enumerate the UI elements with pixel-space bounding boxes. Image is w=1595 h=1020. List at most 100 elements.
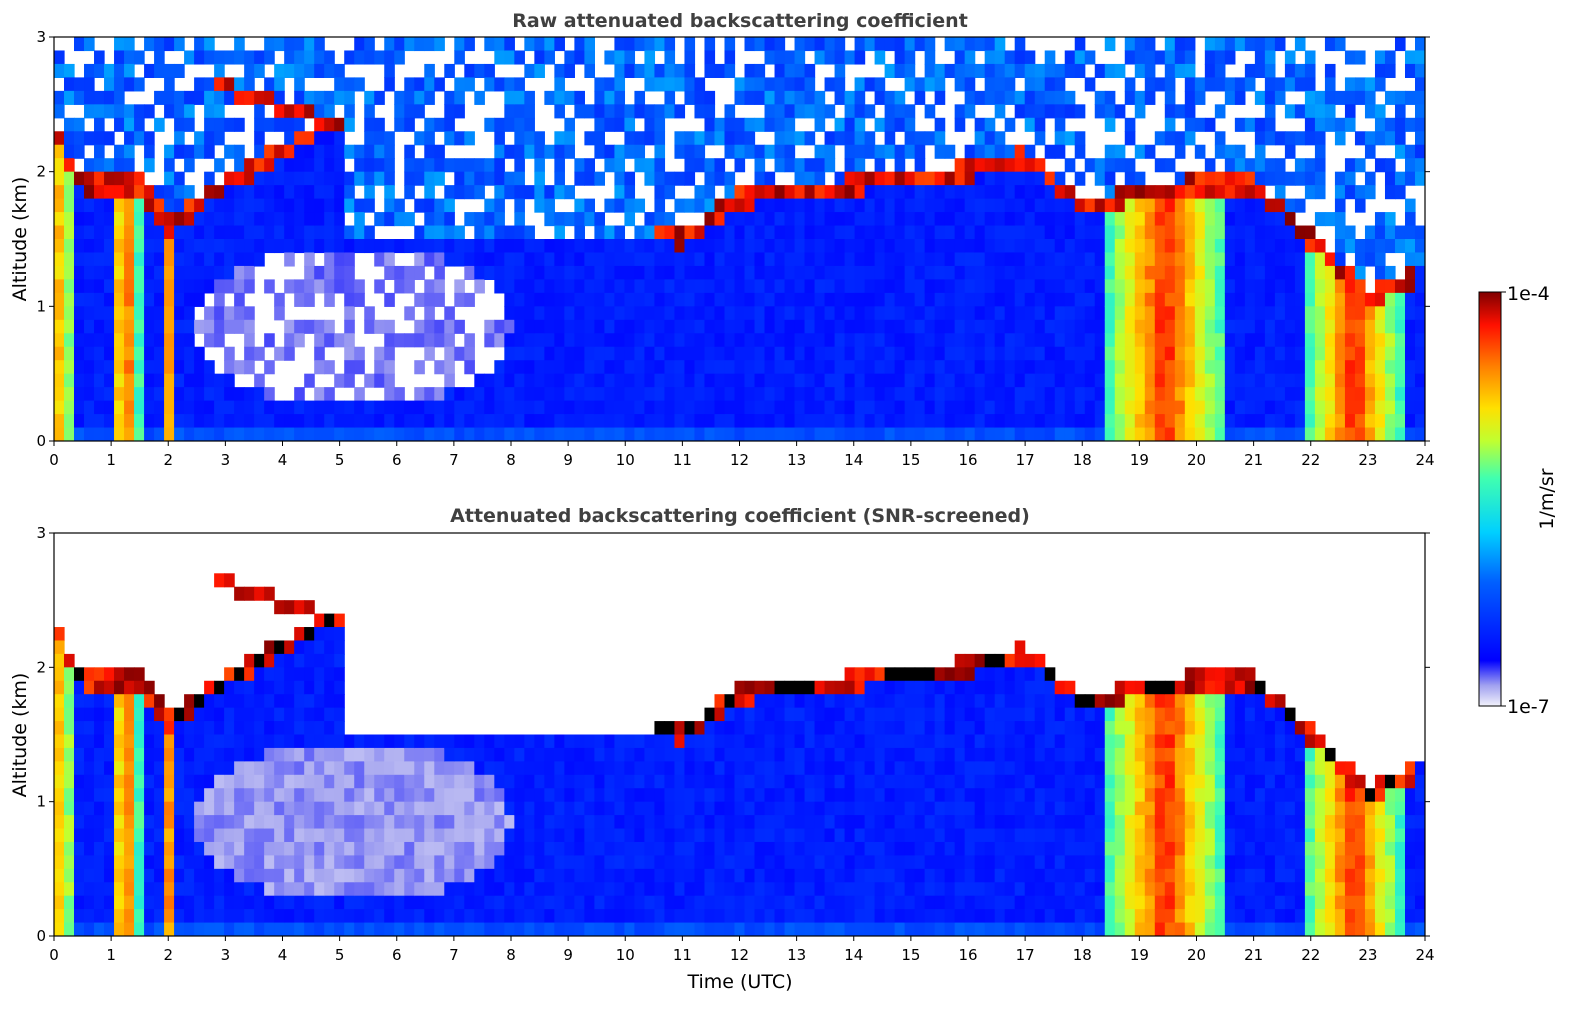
heatmap-cell (734, 158, 746, 173)
heatmap-cell (514, 788, 525, 803)
heatmap-cell (334, 855, 345, 870)
heatmap-cell (664, 319, 676, 334)
heatmap-cell (704, 868, 716, 883)
heatmap-cell (634, 104, 646, 119)
heatmap-cell (894, 788, 906, 803)
heatmap-cell (1134, 427, 1146, 441)
heatmap-cell (124, 694, 135, 709)
heatmap-cell (394, 828, 405, 843)
heatmap-cell (1294, 198, 1306, 213)
heatmap-cell (954, 104, 966, 119)
heatmap-cell (1124, 387, 1136, 402)
heatmap-cell (654, 895, 666, 910)
heatmap-cell (724, 922, 736, 936)
heatmap-cell (984, 252, 996, 267)
heatmap-cell (844, 667, 856, 682)
heatmap-cell (804, 761, 816, 776)
heatmap-cell (874, 198, 886, 213)
heatmap-cell (334, 279, 345, 294)
heatmap-cell (304, 721, 315, 736)
heatmap-cell (314, 922, 325, 936)
heatmap-cell (1334, 239, 1346, 254)
heatmap-cell (514, 400, 525, 415)
heatmap-cell (104, 387, 115, 402)
heatmap-cell (1374, 360, 1386, 375)
heatmap-cell (304, 828, 315, 843)
heatmap-cell (344, 198, 355, 213)
heatmap-cell (824, 333, 836, 348)
heatmap-cell (574, 198, 585, 213)
heatmap-cell (884, 734, 896, 749)
heatmap-cell (844, 360, 856, 375)
heatmap-cell (944, 171, 956, 186)
heatmap-cell (544, 373, 555, 388)
heatmap-cell (54, 131, 65, 146)
heatmap-cell (354, 868, 365, 883)
heatmap-cell (724, 63, 736, 78)
heatmap-cell (834, 306, 846, 321)
heatmap-cell (1394, 400, 1406, 415)
heatmap-cell (314, 640, 325, 655)
heatmap-cell (924, 346, 936, 361)
heatmap-cell (94, 427, 105, 441)
heatmap-cell (224, 841, 235, 856)
heatmap-cell (1324, 400, 1336, 415)
heatmap-cell (334, 158, 345, 173)
heatmap-cell (364, 788, 375, 803)
heatmap-cell (1094, 414, 1106, 429)
heatmap-cell (564, 360, 575, 375)
heatmap-cell (864, 828, 876, 843)
heatmap-cell (574, 252, 585, 267)
heatmap-cell (1294, 225, 1306, 240)
heatmap-cell (1194, 265, 1206, 280)
heatmap-cell (864, 37, 876, 52)
heatmap-cell (114, 319, 125, 334)
heatmap-cell (1214, 387, 1226, 402)
heatmap-cell (1244, 212, 1256, 227)
heatmap-cell (954, 333, 966, 348)
heatmap-cell (824, 265, 836, 280)
heatmap-cell (1184, 37, 1196, 52)
heatmap-cell (1004, 239, 1016, 254)
heatmap-cell (194, 815, 205, 830)
heatmap-cell (834, 319, 846, 334)
heatmap-cell (514, 841, 525, 856)
heatmap-cell (224, 707, 235, 722)
heatmap-cell (594, 360, 605, 375)
heatmap-cell (194, 239, 205, 254)
heatmap-cell (1114, 306, 1126, 321)
heatmap-cell (824, 400, 836, 415)
heatmap-cell (854, 373, 866, 388)
heatmap-cell (654, 306, 666, 321)
heatmap-cell (604, 279, 616, 294)
heatmap-cell (254, 63, 265, 78)
heatmap-cell (1324, 104, 1336, 119)
heatmap-cell (614, 788, 626, 803)
heatmap-cell (414, 774, 425, 789)
heatmap-cell (384, 252, 395, 267)
heatmap-cell (404, 788, 415, 803)
heatmap-cell (864, 333, 876, 348)
heatmap-cell (554, 306, 565, 321)
heatmap-cell (1314, 144, 1326, 159)
heatmap-cell (194, 868, 205, 883)
heatmap-cell (594, 855, 605, 870)
heatmap-cell (1104, 387, 1116, 402)
heatmap-cell (1104, 373, 1116, 388)
heatmap-cell (714, 117, 726, 132)
heatmap-cell (354, 77, 365, 92)
heatmap-cell (424, 788, 435, 803)
heatmap-cell (244, 922, 255, 936)
heatmap-cell (414, 895, 425, 910)
heatmap-cell (1204, 346, 1216, 361)
heatmap-cell (724, 131, 736, 146)
heatmap-cell (1124, 252, 1136, 267)
x-tick-label: 16 (958, 451, 977, 469)
heatmap-cell (544, 265, 555, 280)
heatmap-cell (1164, 414, 1176, 429)
heatmap-cell (1164, 319, 1176, 334)
heatmap-cell (334, 721, 345, 736)
heatmap-cell (704, 63, 716, 78)
heatmap-cell (834, 265, 846, 280)
heatmap-cell (854, 694, 866, 709)
